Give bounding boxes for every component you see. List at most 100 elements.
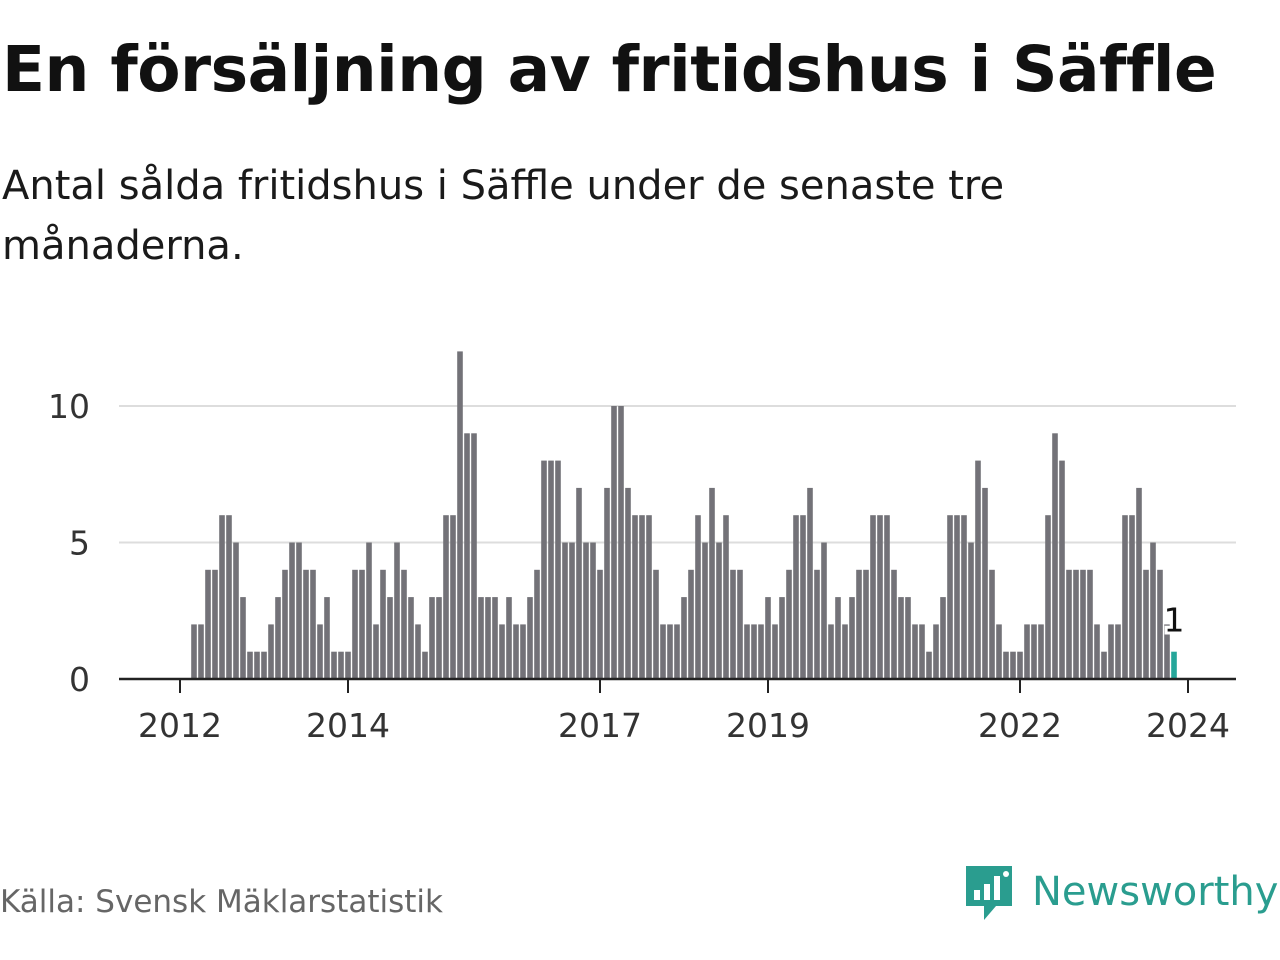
bar	[1059, 460, 1065, 679]
bar	[765, 597, 771, 679]
bar	[947, 515, 953, 679]
bar	[772, 624, 778, 679]
bar	[604, 487, 610, 679]
bar	[380, 569, 386, 679]
bar	[688, 569, 694, 679]
bar	[954, 515, 960, 679]
bar	[611, 406, 617, 679]
bar	[471, 433, 477, 679]
bar	[436, 597, 442, 679]
bar	[702, 542, 708, 679]
bar	[359, 569, 365, 679]
bar-chart: 0 5 10 2012 2014 2017 2019 2022 2024 1	[48, 351, 1236, 745]
bar	[884, 515, 890, 679]
bar	[450, 515, 456, 679]
bar	[443, 515, 449, 679]
x-tick-label: 2024	[1146, 706, 1230, 745]
bar	[387, 597, 393, 679]
bar	[905, 597, 911, 679]
bar-chart-speech-bubble-icon	[966, 866, 1012, 920]
bar	[1157, 569, 1163, 679]
bar	[296, 542, 302, 679]
bar	[338, 651, 344, 679]
bar	[807, 487, 813, 679]
bar	[569, 542, 575, 679]
bar	[212, 569, 218, 679]
bar	[583, 542, 589, 679]
bar	[485, 597, 491, 679]
bar	[758, 624, 764, 679]
bar	[660, 624, 666, 679]
bar	[723, 515, 729, 679]
bar	[422, 651, 428, 679]
bar	[646, 515, 652, 679]
bar	[1017, 651, 1023, 679]
bar	[1164, 624, 1170, 679]
bar	[1080, 569, 1086, 679]
labels: 0 5 10 2012 2014 2017 2019 2022 2024 1	[48, 387, 1230, 745]
bar	[751, 624, 757, 679]
bar	[800, 515, 806, 679]
chart-title: En försäljning av fritidshus i Säffle	[2, 33, 1217, 106]
bar	[282, 569, 288, 679]
bar	[520, 624, 526, 679]
bar	[219, 515, 225, 679]
bar	[814, 569, 820, 679]
bar	[681, 597, 687, 679]
bar	[821, 542, 827, 679]
bar	[828, 624, 834, 679]
bar	[373, 624, 379, 679]
bar	[534, 569, 540, 679]
bar	[429, 597, 435, 679]
bar	[863, 569, 869, 679]
bar	[464, 433, 470, 679]
bar	[191, 624, 197, 679]
bar	[562, 542, 568, 679]
bar	[856, 569, 862, 679]
bar	[730, 569, 736, 679]
bar	[674, 624, 680, 679]
bar	[254, 651, 260, 679]
bar	[415, 624, 421, 679]
bar	[1038, 624, 1044, 679]
bar	[352, 569, 358, 679]
bar	[779, 597, 785, 679]
bar	[576, 487, 582, 679]
bar	[1031, 624, 1037, 679]
bar	[457, 351, 463, 679]
x-tick-label: 2012	[138, 706, 222, 745]
axes	[119, 677, 1236, 693]
bar	[1066, 569, 1072, 679]
bar	[975, 460, 981, 679]
chart-subtitle: Antal sålda fritidshus i Säffle under de…	[2, 163, 1005, 269]
gridlines	[119, 405, 1236, 544]
bar	[926, 651, 932, 679]
bar	[1045, 515, 1051, 679]
bar	[786, 569, 792, 679]
bar	[555, 460, 561, 679]
x-tick-label: 2019	[726, 706, 810, 745]
bar	[940, 597, 946, 679]
bar	[1052, 433, 1058, 679]
bar	[877, 515, 883, 679]
highlight-value-label: 1	[1164, 601, 1185, 640]
bar	[842, 624, 848, 679]
bar	[317, 624, 323, 679]
bar	[331, 651, 337, 679]
bars	[191, 351, 1177, 679]
bar	[499, 624, 505, 679]
bar	[632, 515, 638, 679]
bar	[870, 515, 876, 679]
bar	[261, 651, 267, 679]
bar	[324, 597, 330, 679]
bar	[289, 542, 295, 679]
bar	[310, 569, 316, 679]
brand-logo: Newsworthy	[964, 862, 1278, 922]
bar	[226, 515, 232, 679]
bar	[394, 542, 400, 679]
bar	[240, 597, 246, 679]
bar	[919, 624, 925, 679]
bar	[1122, 515, 1128, 679]
bar	[478, 597, 484, 679]
y-tick-label: 10	[48, 387, 90, 426]
